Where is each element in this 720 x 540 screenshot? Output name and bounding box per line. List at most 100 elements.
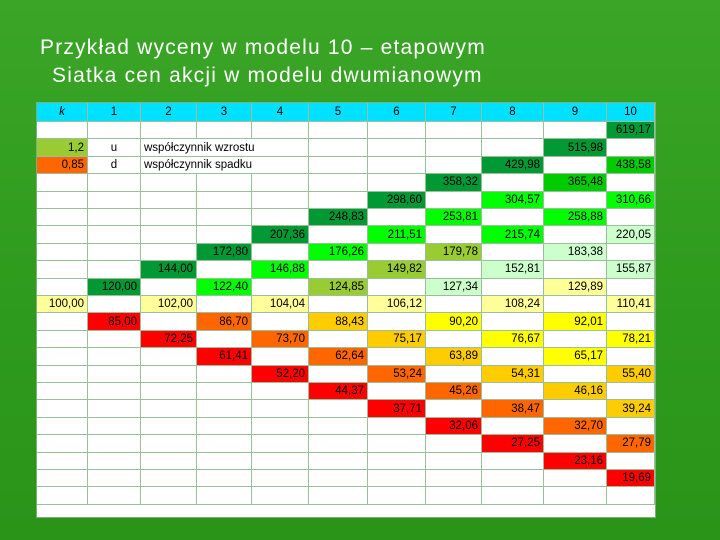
empty-cell xyxy=(368,435,426,453)
empty-cell xyxy=(141,174,197,192)
empty-cell xyxy=(197,365,252,383)
empty-cell xyxy=(426,261,482,279)
empty-cell xyxy=(368,243,426,262)
lattice-cell: 120,00 xyxy=(88,278,141,296)
empty-cell xyxy=(37,330,88,349)
d-label: współczynnik spadku xyxy=(141,156,309,175)
empty-cell xyxy=(607,243,655,262)
empty-cell xyxy=(368,313,426,331)
lattice-cell: 86,70 xyxy=(197,313,252,331)
empty-cell xyxy=(88,365,141,383)
empty-cell xyxy=(426,226,482,244)
empty-cell xyxy=(482,487,544,505)
empty-cell xyxy=(197,435,252,453)
u-symbol: u xyxy=(88,139,141,157)
header-step: 10 xyxy=(607,103,655,122)
empty-cell xyxy=(309,365,368,383)
lattice-cell: 102,00 xyxy=(141,296,197,314)
empty-cell xyxy=(197,487,252,505)
lattice-cell: 304,57 xyxy=(482,191,544,209)
lattice-cell: 258,88 xyxy=(544,209,607,227)
empty-cell xyxy=(607,348,655,366)
empty-cell xyxy=(37,122,88,140)
lattice-cell: 52,20 xyxy=(252,365,309,383)
empty-cell xyxy=(426,191,482,209)
empty-cell xyxy=(37,435,88,453)
empty-cell xyxy=(88,452,141,470)
empty-cell xyxy=(544,365,607,383)
lattice-cell: 104,04 xyxy=(252,296,309,314)
empty-cell xyxy=(544,122,607,140)
empty-cell xyxy=(426,296,482,314)
empty-cell xyxy=(141,435,197,453)
header-step: 8 xyxy=(482,103,544,122)
empty-cell xyxy=(426,487,482,505)
empty-cell xyxy=(482,348,544,366)
empty-cell xyxy=(544,470,607,488)
header-step: 6 xyxy=(368,103,426,122)
empty-cell xyxy=(368,470,426,488)
empty-cell xyxy=(426,470,482,488)
empty-cell xyxy=(197,226,252,244)
empty-cell xyxy=(88,435,141,453)
empty-cell xyxy=(197,417,252,436)
lattice-cell: 176,26 xyxy=(309,243,368,262)
empty-cell xyxy=(368,174,426,192)
empty-cell xyxy=(141,313,197,331)
empty-cell xyxy=(141,400,197,418)
empty-cell xyxy=(368,156,426,175)
empty-cell xyxy=(252,400,309,418)
empty-cell xyxy=(141,278,197,296)
empty-cell xyxy=(252,487,309,505)
empty-cell xyxy=(141,243,197,262)
empty-cell xyxy=(482,139,544,157)
empty-cell xyxy=(88,383,141,401)
lattice-cell: 122,40 xyxy=(197,278,252,296)
empty-cell xyxy=(252,417,309,436)
lattice-cell: 27,25 xyxy=(482,435,544,453)
lattice-cell: 248,83 xyxy=(309,209,368,227)
empty-cell xyxy=(607,417,655,436)
lattice-cell: 310,66 xyxy=(607,191,655,209)
empty-cell xyxy=(368,278,426,296)
lattice-cell: 110,41 xyxy=(607,296,655,314)
lattice-cell: 298,60 xyxy=(368,191,426,209)
lattice-cell: 179,78 xyxy=(426,243,482,262)
empty-cell xyxy=(88,330,141,349)
lattice-cell: 37,71 xyxy=(368,400,426,418)
lattice-cell: 149,82 xyxy=(368,261,426,279)
header-step: 1 xyxy=(88,103,141,122)
header-step: 4 xyxy=(252,103,309,122)
empty-cell xyxy=(197,209,252,227)
empty-cell xyxy=(37,209,88,227)
lattice-cell: 155,87 xyxy=(607,261,655,279)
lattice-cell: 38,47 xyxy=(482,400,544,418)
empty-cell xyxy=(607,278,655,296)
empty-cell xyxy=(252,243,309,262)
lattice-cell: 85,00 xyxy=(88,313,141,331)
lattice-cell: 207,36 xyxy=(252,226,309,244)
empty-cell xyxy=(252,470,309,488)
empty-cell xyxy=(37,417,88,436)
empty-cell xyxy=(197,122,252,140)
empty-cell xyxy=(309,156,368,175)
empty-cell xyxy=(37,191,88,209)
lattice-cell: 127,34 xyxy=(426,278,482,296)
empty-cell xyxy=(309,296,368,314)
lattice-cell: 72,25 xyxy=(141,330,197,349)
empty-cell xyxy=(368,139,426,157)
empty-cell xyxy=(252,313,309,331)
empty-cell xyxy=(544,400,607,418)
empty-cell xyxy=(197,261,252,279)
empty-cell xyxy=(309,174,368,192)
lattice-cell: 88,43 xyxy=(309,313,368,331)
empty-cell xyxy=(607,209,655,227)
empty-cell xyxy=(141,209,197,227)
empty-cell xyxy=(607,174,655,192)
lattice-cell: 515,98 xyxy=(544,139,607,157)
lattice-cell: 76,67 xyxy=(482,330,544,349)
empty-cell xyxy=(252,174,309,192)
empty-cell xyxy=(482,278,544,296)
empty-cell xyxy=(309,435,368,453)
lattice-cell: 100,00 xyxy=(37,296,88,314)
